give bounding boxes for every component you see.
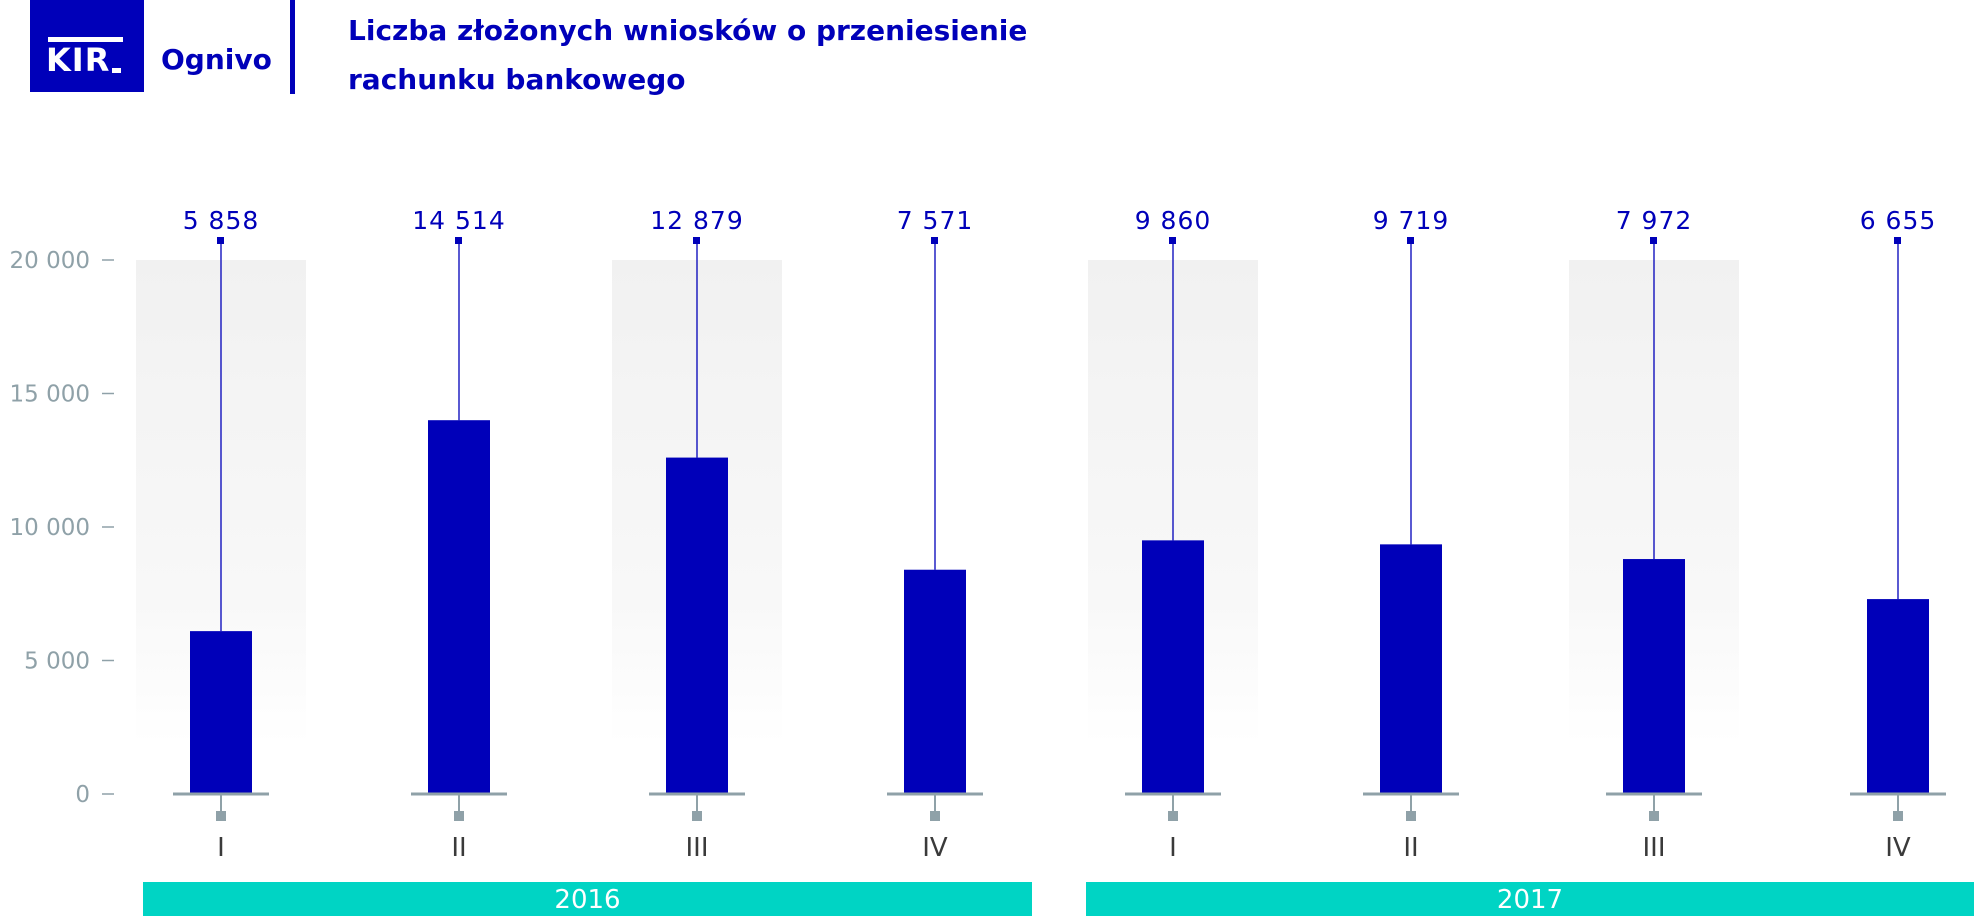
- bar: [428, 420, 490, 794]
- bar: [1380, 544, 1442, 794]
- chart-title: Liczba złożonych wniosków o przeniesieni…: [348, 14, 1028, 96]
- bar: [666, 457, 728, 794]
- year-band: [143, 882, 1032, 916]
- header-divider: [290, 0, 295, 94]
- data-label: 7 571: [897, 206, 974, 235]
- x-tick-label: II: [1403, 833, 1418, 863]
- data-label: 7 972: [1616, 206, 1693, 235]
- x-tick-label: IV: [922, 833, 948, 863]
- value-marker: [455, 237, 462, 244]
- data-label: 14 514: [412, 206, 505, 235]
- kir-logo: KIR: [30, 0, 144, 92]
- x-tick-square: [1893, 811, 1903, 821]
- bar: [904, 569, 966, 794]
- x-tick-label: IV: [1885, 833, 1911, 863]
- x-tick-square: [692, 811, 702, 821]
- brand-name: Ognivo: [161, 43, 272, 76]
- value-marker: [1407, 237, 1414, 244]
- bar: [1623, 559, 1685, 794]
- x-tick-square: [930, 811, 940, 821]
- logo-text: KIR: [46, 41, 111, 79]
- x-tick-label: I: [1169, 833, 1177, 863]
- x-tick-square: [1168, 811, 1178, 821]
- year-label: 2016: [554, 885, 620, 915]
- data-label: 9 860: [1135, 206, 1212, 235]
- x-tick-square: [1406, 811, 1416, 821]
- year-label: 2017: [1497, 885, 1563, 915]
- logo-dot: [112, 68, 121, 73]
- x-tick-label: I: [217, 833, 225, 863]
- x-tick-square: [1649, 811, 1659, 821]
- value-marker: [1169, 237, 1176, 244]
- y-tick-label: 0: [75, 782, 90, 808]
- bar: [190, 631, 252, 794]
- y-tick-label: 20 000: [10, 248, 90, 274]
- value-marker: [1894, 237, 1901, 244]
- bar: [1867, 599, 1929, 794]
- y-tick-label: 15 000: [10, 382, 90, 408]
- data-label: 12 879: [650, 206, 743, 235]
- data-label: 6 655: [1860, 206, 1937, 235]
- x-tick-label: III: [685, 833, 708, 863]
- value-marker: [931, 237, 938, 244]
- value-marker: [693, 237, 700, 244]
- value-marker: [1650, 237, 1657, 244]
- data-label: 5 858: [183, 206, 260, 235]
- x-tick-label: II: [451, 833, 466, 863]
- bar: [1142, 540, 1204, 794]
- logo-bar: [48, 37, 123, 42]
- year-band: [1086, 882, 1974, 916]
- x-tick-square: [216, 811, 226, 821]
- value-marker: [217, 237, 224, 244]
- y-tick-label: 10 000: [10, 515, 90, 541]
- y-tick-label: 5 000: [24, 649, 90, 675]
- x-tick-square: [454, 811, 464, 821]
- x-tick-label: III: [1642, 833, 1665, 863]
- data-label: 9 719: [1373, 206, 1450, 235]
